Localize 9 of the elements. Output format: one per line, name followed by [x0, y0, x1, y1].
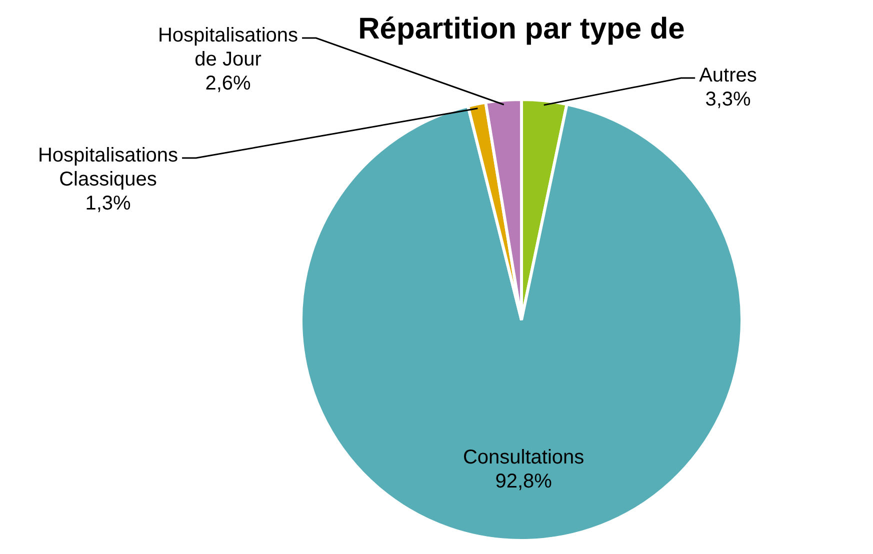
slice-label: Autres — [699, 64, 757, 87]
slice-label: Consultations — [462, 446, 584, 469]
slice-label: Hospitalisations Classiques — [38, 144, 178, 191]
data-label: 1,3% — [85, 192, 132, 215]
data-label: 2,6% — [205, 72, 252, 95]
slice-label: Hospitalisations de Jour — [158, 24, 298, 71]
chart-title: Répartition par type de — [358, 12, 685, 46]
data-label: 3,3% — [705, 88, 752, 111]
data-label: 92,8% — [495, 470, 552, 493]
